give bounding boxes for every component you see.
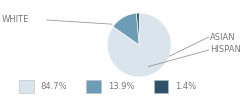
Text: WHITE: WHITE bbox=[1, 16, 29, 24]
Wedge shape bbox=[107, 13, 171, 77]
Text: HISPANIC: HISPANIC bbox=[210, 46, 240, 54]
Wedge shape bbox=[113, 13, 139, 45]
Text: 84.7%: 84.7% bbox=[41, 82, 67, 91]
Text: 13.9%: 13.9% bbox=[108, 82, 134, 91]
Wedge shape bbox=[136, 13, 139, 45]
Text: 1.4%: 1.4% bbox=[175, 82, 196, 91]
Text: ASIAN: ASIAN bbox=[210, 32, 236, 42]
